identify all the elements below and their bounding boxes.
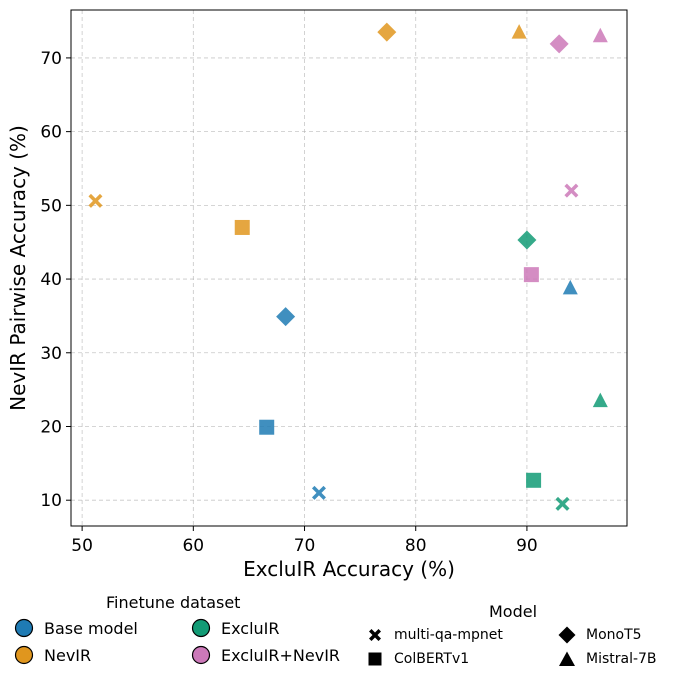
y-tick-label: 70	[40, 49, 62, 69]
x-tick-label: 60	[182, 536, 204, 556]
legend-model-title: Model	[489, 602, 538, 621]
data-point-base-model-monot5	[276, 307, 296, 327]
y-tick-label: 20	[40, 417, 62, 437]
x-icon	[369, 629, 381, 641]
data-point-excluir-multi-qa-mpnet	[555, 496, 570, 511]
legend-entry-colbertv1: ColBERTv1	[366, 650, 469, 668]
data-point-excluir-monot5	[517, 230, 537, 250]
circle-icon	[14, 618, 34, 638]
plot-frame	[70, 9, 628, 527]
y-tick-label: 60	[40, 123, 62, 143]
legend-entry-nevir: NevIR	[14, 645, 91, 665]
y-tick-label: 50	[40, 196, 62, 216]
legend-entry-excluir: ExcluIR	[191, 618, 280, 638]
data-point-excluir-nevir-monot5	[549, 34, 569, 54]
data-point-base-model-colbertv1	[259, 419, 275, 435]
legend-label: MonoT5	[586, 627, 642, 643]
legend-label: multi-qa-mpnet	[394, 627, 503, 643]
legend-label: ExcluIR+NevIR	[221, 645, 341, 665]
data-point-excluir-nevir-mistral-7b	[592, 27, 608, 43]
y-tick-label: 10	[40, 491, 62, 511]
diamond-icon	[558, 626, 576, 644]
data-point-base-model-multi-qa-mpnet	[311, 485, 326, 500]
y-tick-label: 40	[40, 270, 62, 290]
data-point-excluir-nevir-multi-qa-mpnet	[564, 183, 579, 198]
legend-label: NevIR	[44, 645, 92, 665]
x-axis-label: ExcluIR Accuracy (%)	[243, 557, 455, 581]
legend-label: Mistral-7B	[586, 651, 657, 667]
x-tick-label: 90	[516, 536, 538, 556]
legend-label: ExcluIR	[221, 618, 280, 638]
x-tick-label: 70	[294, 536, 316, 556]
y-tick-label: 30	[40, 344, 62, 364]
data-point-nevir-monot5	[377, 22, 397, 42]
data-point-excluir-nevir-colbertv1	[523, 267, 539, 283]
circle-icon	[191, 618, 211, 638]
x-tick-label: 50	[71, 536, 93, 556]
legend-entry-base-model: Base model	[14, 618, 138, 638]
data-point-nevir-multi-qa-mpnet	[88, 193, 103, 208]
legend-entry-excluir-nevir: ExcluIR+NevIR	[191, 645, 340, 665]
legend-dataset-title: Finetune dataset	[106, 593, 241, 612]
circle-icon	[191, 645, 211, 665]
legend-entry-mistral-7b: Mistral-7B	[558, 650, 657, 668]
y-axis-label: NevIR Pairwise Accuracy (%)	[6, 125, 30, 411]
circle-icon	[14, 645, 34, 665]
x-tick-label: 80	[405, 536, 427, 556]
triangle-icon	[559, 651, 575, 666]
legend-label: Base model	[44, 618, 138, 638]
data-point-nevir-colbertv1	[234, 219, 250, 235]
square-icon	[368, 652, 382, 666]
legend-entry-monot5: MonoT5	[558, 626, 642, 644]
legend-entry-multi-qa-mpnet: multi-qa-mpnet	[366, 626, 503, 644]
legend-label: ColBERTv1	[394, 651, 470, 667]
data-point-nevir-mistral-7b	[511, 24, 527, 39]
data-point-excluir-colbertv1	[526, 472, 542, 488]
data-point-excluir-mistral-7b	[592, 392, 608, 408]
data-point-base-model-mistral-7b	[562, 279, 578, 295]
